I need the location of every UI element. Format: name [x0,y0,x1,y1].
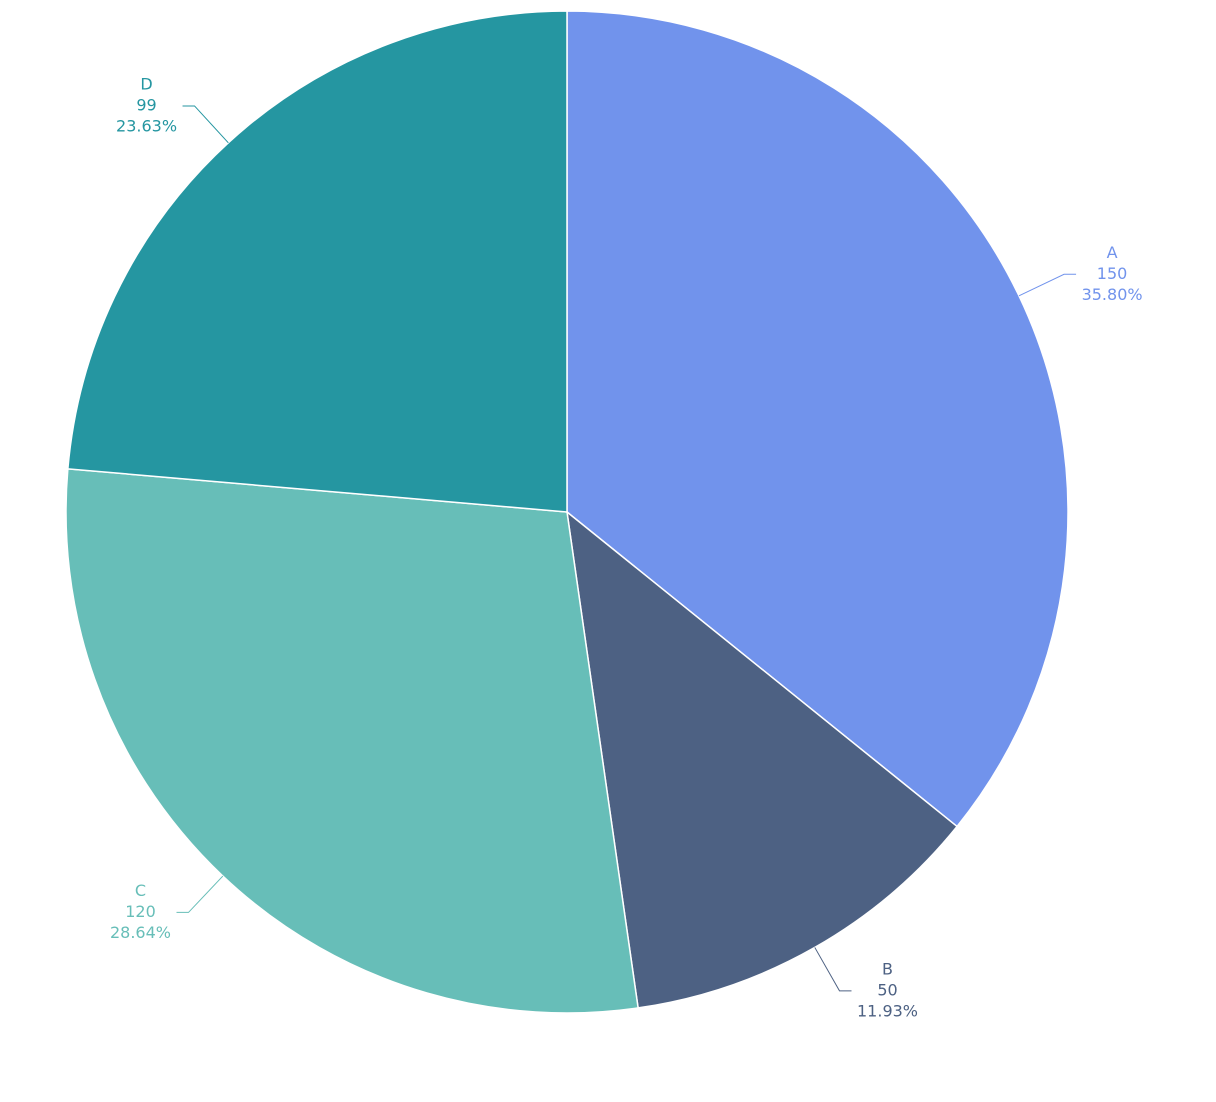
slice-percent: 23.63% [116,116,177,135]
leader-line [176,875,224,913]
pie-slice [65,468,639,1014]
pie-slice [566,10,1069,828]
leader-line [1018,273,1077,297]
slice-label: A [1107,243,1118,262]
slice-value: 150 [1097,264,1128,283]
slice-percent: 28.64% [110,923,171,942]
leader-line [182,105,229,144]
pie-slice [565,510,959,1009]
pie-slice [67,10,568,513]
leader-line [814,947,852,992]
slice-label: D [140,74,152,93]
slice-label: C [135,881,146,900]
slice-percent: 11.93% [857,1001,918,1020]
slice-value: 50 [877,980,897,999]
slice-label: B [882,959,893,978]
slice-value: 99 [136,95,156,114]
slice-percent: 35.80% [1082,285,1143,304]
slice-value: 120 [125,902,156,921]
